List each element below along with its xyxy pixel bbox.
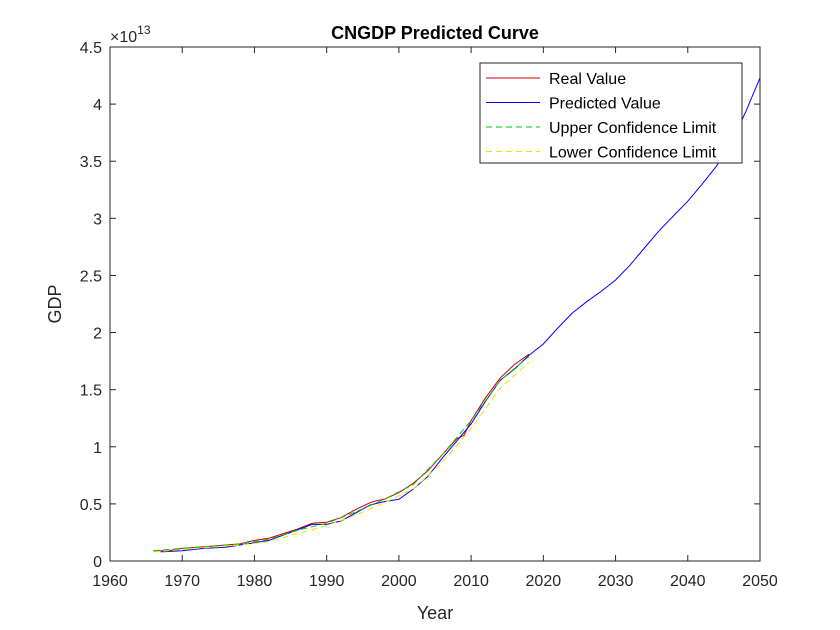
y-tick-label: 3	[93, 211, 102, 228]
y-tick-label: 4.5	[80, 40, 102, 57]
x-axis-label: Year	[417, 603, 453, 623]
y-axis-label: GDP	[45, 284, 65, 323]
x-tick-label: 1980	[237, 573, 273, 590]
x-tick-label: 2030	[598, 573, 634, 590]
y-tick-label: 1	[93, 440, 102, 457]
x-tick-label: 2010	[453, 573, 489, 590]
y-tick-label: 1.5	[80, 383, 102, 400]
svg-text:×1013: ×1013	[110, 23, 151, 46]
y-exponent-base: ×10	[110, 29, 137, 46]
y-tick-label: 0	[93, 554, 102, 571]
legend-label: Predicted Value	[549, 96, 661, 113]
x-tick-label: 2000	[381, 573, 417, 590]
x-tick-label: 2040	[670, 573, 706, 590]
x-axis: 1960 1970 1980 1990 2000 2010 2020 2030 2040 2050	[92, 47, 778, 590]
y-tick-label: 3.5	[80, 154, 102, 171]
y-exponent-label: ×1013	[110, 23, 151, 46]
x-tick-label: 1970	[164, 573, 200, 590]
x-tick-label: 2020	[526, 573, 562, 590]
y-tick-label: 0.5	[80, 497, 102, 514]
x-tick-label: 1990	[309, 573, 345, 590]
x-tick-label: 1960	[92, 573, 128, 590]
series-line-4	[153, 361, 530, 553]
series-line-1	[153, 353, 530, 552]
x-tick-label: 2050	[742, 573, 778, 590]
legend-box	[479, 62, 743, 164]
legend-label: Upper Confidence Limit	[549, 120, 717, 137]
legend-label: Lower Confidence Limit	[549, 145, 717, 162]
y-tick-label: 2	[93, 326, 102, 343]
legend: Real Value Predicted Value Upper Confidenc…	[479, 62, 743, 164]
series-line-3	[153, 356, 530, 552]
axes-box	[109, 46, 761, 562]
y-tick-label: 2.5	[80, 268, 102, 285]
y-exponent-power: 13	[137, 23, 151, 37]
y-axis: 0 0.5 1 1.5 2 2.5 3 3.5 4 4.5	[80, 40, 760, 571]
legend-label: Real Value	[549, 71, 626, 88]
y-tick-label: 4	[93, 97, 102, 114]
chart-title: CNGDP Predicted Curve	[331, 23, 539, 43]
plot-lines	[153, 77, 761, 553]
